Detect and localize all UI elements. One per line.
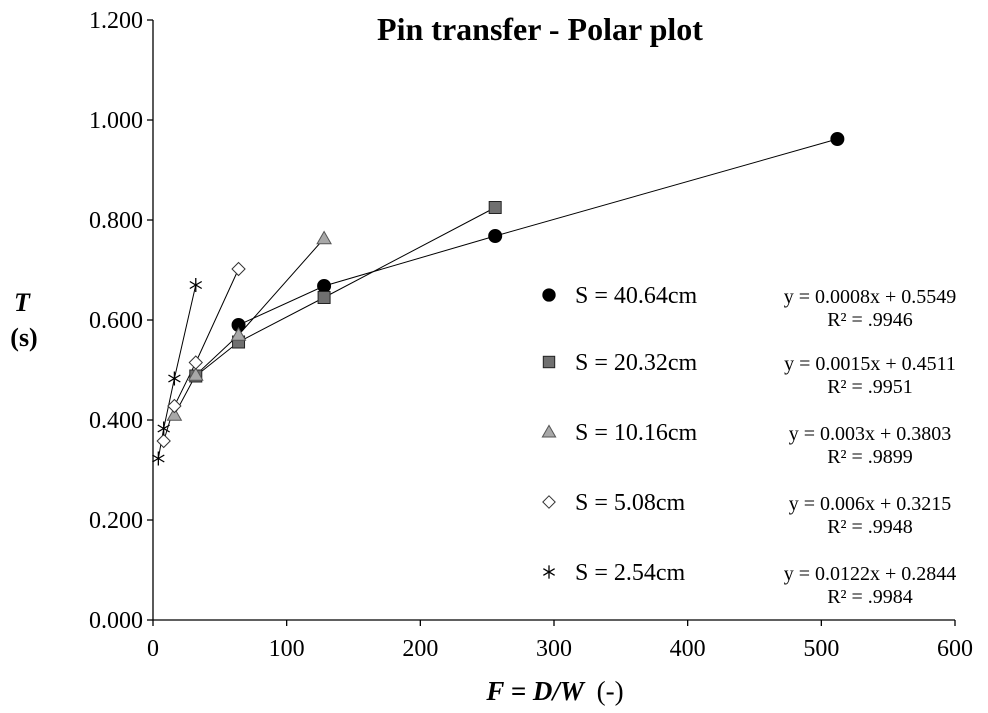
data-point [187,366,204,381]
series-line [195,207,496,377]
triangle-marker [187,366,204,381]
y-tick-label: 0.800 [89,208,143,234]
data-point [317,279,332,293]
asterisk-stroke [189,280,203,290]
data-point [157,421,170,436]
x-axis-label-unit: (-) [597,676,624,706]
data-point [189,278,203,292]
x-tick-label: 100 [269,636,305,662]
circle-marker [830,132,845,146]
diamond-marker [188,355,203,370]
trendline-equation: y = 0.0122x + 0.2844 [784,563,957,585]
square-marker [317,291,331,304]
diamond-marker [167,398,182,414]
circle-marker [542,288,556,302]
r-squared-value: R² = .9951 [827,376,913,398]
y-tick-label: 0.400 [89,408,143,434]
y-tick-label: 0.000 [89,608,143,634]
series-line [163,268,240,442]
x-tick-label: 0 [147,636,159,662]
asterisk-stroke [152,454,165,463]
legend-label: S = 40.64cm [575,283,698,309]
y-axis-unit: (s) [10,323,37,352]
data-point [231,261,246,277]
y-tick-label: 1.200 [89,8,143,34]
r-squared-value: R² = .9899 [827,446,913,468]
diamond-marker [156,433,171,449]
x-axis-ticks: 0 100 200 300 400 500 600 [147,620,973,662]
asterisk-stroke [168,374,181,383]
x-tick-label: 500 [803,636,839,662]
r-squared-value: R² = .9946 [827,309,913,331]
diamond-marker [542,495,556,509]
legend-label: S = 2.54cm [575,560,686,586]
x-axis-label: F = D/W (-) [485,676,623,706]
x-tick-label: 400 [670,636,706,662]
triangle-marker [166,406,183,421]
data-point [830,132,845,146]
data-point [230,326,247,341]
circle-marker [488,229,503,243]
chart-title: Pin transfer - Polar plot [377,11,703,47]
x-tick-label: 600 [937,636,973,662]
triangle-marker [230,326,247,341]
legend-label: S = 10.16cm [575,420,698,446]
trendline-equation: y = 0.0015x + 0.4511 [784,353,956,375]
legend-marker [542,288,556,302]
legend-marker [542,355,556,369]
x-tick-label: 200 [402,636,438,662]
y-axis-symbol: T [14,288,31,317]
data-point [152,451,165,466]
x-axis-label-main: F = D/W [485,676,585,706]
square-marker [542,355,556,369]
y-tick-label: 0.600 [89,308,143,334]
r-squared-value: R² = .9984 [827,586,913,608]
data-point [156,433,171,449]
x-tick-label: 300 [536,636,572,662]
trendline-equation: y = 0.003x + 0.3803 [789,423,952,445]
y-axis-label: T (s) [10,288,37,352]
circle-marker [317,279,332,293]
data-point [316,230,332,245]
triangle-marker [541,424,557,438]
data-point [167,398,182,414]
y-tick-label: 1.000 [89,108,143,134]
asterisk-stroke [543,568,555,576]
data-point [168,371,181,386]
asterisk-stroke [157,424,170,433]
data-point [188,355,203,370]
data-point [488,201,502,214]
legend-label: S = 20.32cm [575,350,698,376]
data-point [488,229,503,243]
data-point [166,406,183,421]
series-line [238,138,838,326]
trendline-equation: y = 0.006x + 0.3215 [789,493,952,515]
y-tick-label: 0.200 [89,508,143,534]
triangle-marker [316,230,332,245]
series-line [173,238,325,416]
plot-area [152,132,845,466]
r-squared-value: R² = .9948 [827,516,913,538]
legend-marker [543,565,555,579]
legend-marker [541,424,557,438]
diamond-marker [231,261,246,277]
trendline-equation: y = 0.0008x + 0.5549 [784,286,957,308]
legend-marker [542,495,556,509]
legend-label: S = 5.08cm [575,490,686,516]
square-marker [488,201,502,214]
data-point [317,291,331,304]
y-axis-ticks: 0.000 0.200 0.400 0.600 0.800 1.000 1.200 [89,8,153,634]
